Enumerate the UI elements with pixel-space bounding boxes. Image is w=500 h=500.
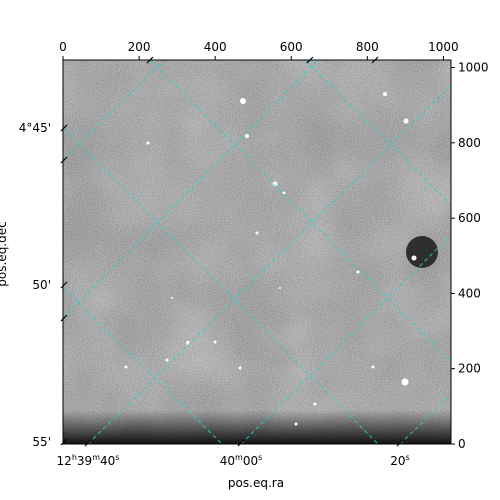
dec-tick-label: 4°45' bbox=[19, 121, 51, 135]
star-point bbox=[282, 191, 286, 195]
star-point bbox=[401, 378, 409, 386]
ra-top-tick bbox=[306, 56, 314, 64]
x-tick-label: 1000 bbox=[428, 40, 459, 54]
dec-ticks: 4°45' 50' 55' bbox=[19, 56, 379, 449]
ra-top-tick bbox=[371, 56, 379, 64]
x-axis-label: pos.eq.ra bbox=[228, 476, 284, 490]
grid-line bbox=[304, 60, 451, 206]
star-point bbox=[411, 255, 417, 261]
ra-tick-mark bbox=[84, 439, 92, 447]
ra-tick-mark bbox=[237, 439, 245, 447]
star-point bbox=[146, 141, 150, 145]
ra-top-tick bbox=[146, 56, 154, 64]
star-point bbox=[272, 181, 278, 187]
dec-tick-mark bbox=[60, 438, 68, 446]
grid-line bbox=[240, 234, 451, 444]
grid-line bbox=[63, 287, 223, 444]
grid-line bbox=[63, 60, 166, 161]
dec-tick-label: 55' bbox=[32, 435, 51, 449]
star-point bbox=[294, 422, 298, 426]
star-point bbox=[238, 366, 242, 370]
x-tick-label: 0 bbox=[59, 40, 67, 54]
stars bbox=[124, 92, 417, 426]
plot-frame bbox=[62, 59, 452, 445]
dec-tick-mark bbox=[60, 124, 68, 132]
y-tick-label: 600 bbox=[458, 211, 481, 225]
x-tick-label: 400 bbox=[204, 40, 227, 54]
x-tick-label: 800 bbox=[356, 40, 379, 54]
star-point bbox=[383, 92, 387, 96]
dec-tick-mark bbox=[60, 281, 68, 289]
pixel-x-ticks: 0 200 400 600 800 1000 bbox=[59, 40, 459, 60]
grid-line bbox=[149, 60, 451, 363]
y-tick-label: 0 bbox=[458, 437, 466, 451]
star-point bbox=[165, 358, 169, 362]
star-point bbox=[240, 98, 246, 104]
y-tick-label: 400 bbox=[458, 286, 481, 300]
ra-tick-label: 40m00s bbox=[220, 453, 263, 468]
grid-line bbox=[63, 60, 319, 319]
star-point bbox=[313, 402, 317, 406]
star-point bbox=[124, 365, 128, 369]
dec-minor-tick bbox=[60, 156, 68, 164]
grid-line bbox=[87, 84, 451, 444]
star-point bbox=[371, 365, 375, 369]
ra-tick-label: 12h39m40s bbox=[57, 453, 120, 468]
star-point bbox=[356, 270, 360, 274]
star-point bbox=[245, 134, 249, 138]
coordinate-grid bbox=[63, 60, 451, 444]
y-tick-label: 200 bbox=[458, 362, 481, 376]
x-tick-label: 600 bbox=[280, 40, 303, 54]
star-point bbox=[213, 340, 217, 344]
ra-tick-label: 20s bbox=[390, 453, 409, 468]
pixel-y-ticks: 0 200 400 600 800 1000 bbox=[451, 61, 489, 451]
y-tick-label: 1000 bbox=[458, 61, 489, 75]
star-point bbox=[255, 231, 259, 235]
star-point bbox=[171, 297, 173, 299]
y-axis-label: pos.eq.dec bbox=[0, 221, 9, 286]
grid-line bbox=[399, 394, 451, 444]
y-tick-label: 800 bbox=[458, 136, 481, 150]
dec-tick-label: 50' bbox=[32, 278, 51, 292]
star-point bbox=[279, 287, 281, 289]
ra-tick-mark bbox=[396, 439, 404, 447]
dec-minor-tick bbox=[60, 314, 68, 322]
grid-line bbox=[63, 127, 379, 444]
image-area bbox=[63, 60, 451, 444]
star-point bbox=[403, 118, 409, 124]
x-tick-label: 200 bbox=[128, 40, 151, 54]
ra-ticks: 12h39m40s 40m00s 20s bbox=[57, 439, 410, 468]
